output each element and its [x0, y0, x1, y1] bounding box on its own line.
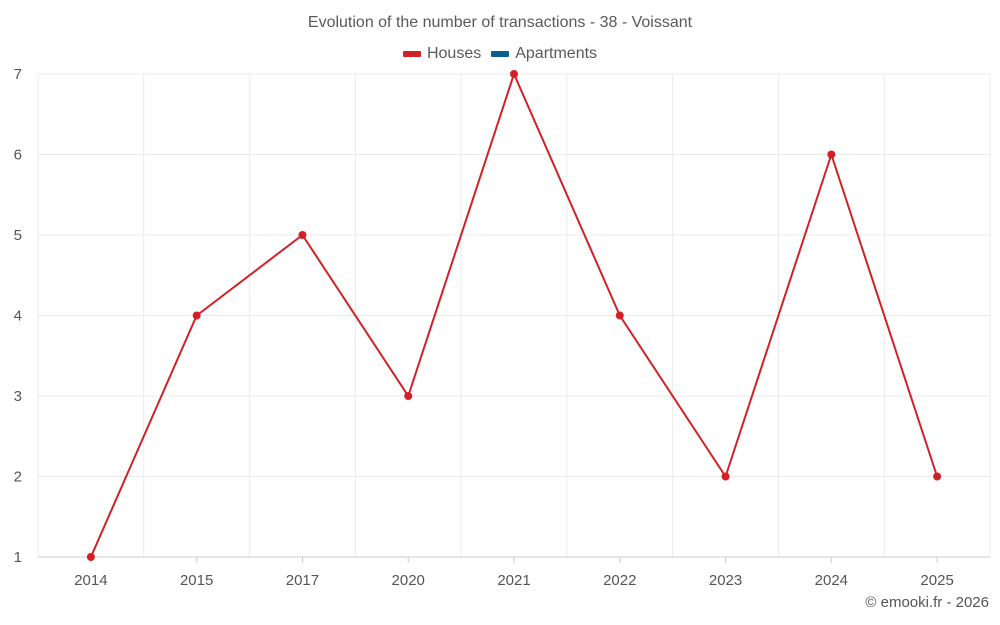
x-tick-label: 2022 [603, 572, 636, 589]
data-point-houses [721, 472, 730, 481]
data-point-houses [86, 553, 95, 561]
legend-swatch-apartments [491, 51, 510, 57]
x-tick-label: 2015 [180, 572, 213, 589]
x-tick-label: 2014 [74, 572, 107, 589]
y-tick-label: 7 [14, 66, 22, 83]
x-tick-label: 2025 [920, 572, 953, 589]
credit-text: © emooki.fr - 2026 [865, 594, 989, 611]
y-tick-label: 5 [14, 227, 22, 244]
y-tick-label: 3 [14, 388, 22, 405]
y-tick-label: 1 [14, 549, 22, 566]
legend: Houses Apartments [0, 45, 1000, 63]
x-tick-label: 2024 [815, 572, 848, 589]
y-tick-label: 4 [14, 308, 22, 325]
data-point-houses [404, 392, 413, 400]
data-point-houses [510, 70, 518, 78]
data-point-houses [192, 311, 201, 320]
x-tick-label: 2020 [392, 572, 425, 589]
legend-item-houses[interactable]: Houses [402, 45, 482, 63]
legend-swatch-houses [402, 51, 421, 57]
x-tick-label: 2017 [286, 572, 319, 589]
x-tick-label: 2023 [709, 572, 742, 589]
y-tick-label: 2 [14, 469, 22, 486]
legend-label-apartments: Apartments [515, 45, 598, 62]
legend-label-houses: Houses [426, 45, 482, 62]
data-point-houses [298, 231, 307, 239]
data-point-houses [933, 472, 942, 481]
chart-title: Evolution of the number of transactions … [307, 14, 693, 31]
legend-item-apartments[interactable]: Apartments [491, 45, 597, 63]
x-tick-label: 2021 [497, 572, 530, 589]
data-point-houses [615, 311, 624, 320]
data-point-houses [827, 150, 836, 159]
y-tick-label: 6 [14, 147, 22, 164]
